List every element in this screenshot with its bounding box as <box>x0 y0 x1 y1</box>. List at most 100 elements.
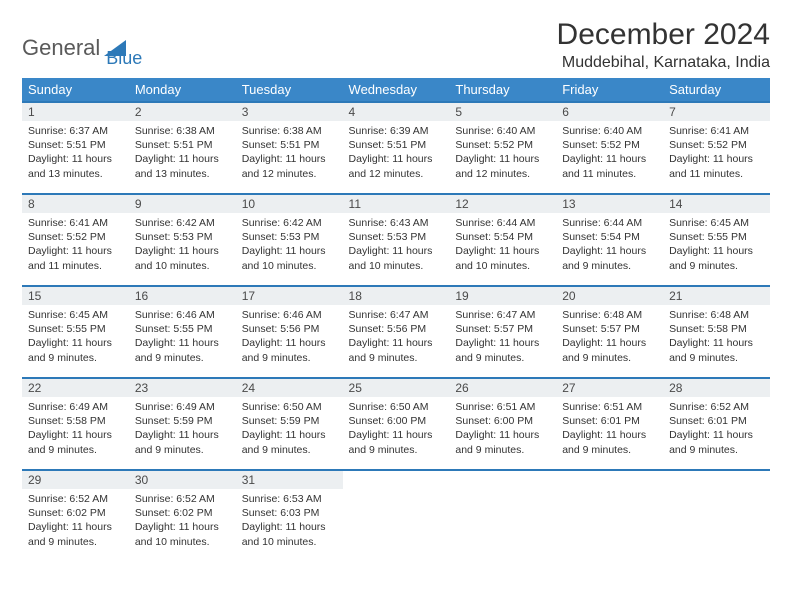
calendar-row: 22Sunrise: 6:49 AMSunset: 5:58 PMDayligh… <box>22 378 770 470</box>
day-number: 1 <box>22 103 129 121</box>
day-body: Sunrise: 6:50 AM Sunset: 5:59 PM Daylight:… <box>236 397 343 463</box>
sunset-line: Sunset: 6:01 PM <box>562 415 640 427</box>
daylight-line: Daylight: 11 hoursand 10 minutes. <box>242 245 326 271</box>
sunrise-line: Sunrise: 6:45 AM <box>28 309 108 321</box>
title-block: December 2024 Muddebihal, Karnataka, Ind… <box>557 18 770 72</box>
day-body: Sunrise: 6:40 AMSunset: 5:52 PMDaylight:… <box>449 121 556 187</box>
sunset-line: Sunset: 5:58 PM <box>669 323 747 335</box>
day-body: Sunrise: 6:41 AMSunset: 5:52 PMDaylight:… <box>22 213 129 279</box>
day-number: 31 <box>236 471 343 489</box>
daylight-line: Daylight: 11 hoursand 9 minutes. <box>455 337 539 363</box>
sunrise-line: Sunrise: 6:43 AM <box>349 217 429 229</box>
calendar-cell: 20 Sunrise: 6:48 AM Sunset: 5:57 PM Dayligh… <box>556 286 663 378</box>
sunset-line: Sunset: 6:03 PM <box>242 507 320 519</box>
day-body: Sunrise: 6:44 AMSunset: 5:54 PMDaylight:… <box>449 213 556 279</box>
day-body: Sunrise: 6:40 AMSunset: 5:52 PMDaylight:… <box>556 121 663 187</box>
calendar-cell <box>449 470 556 562</box>
day-number: 26 <box>449 379 556 397</box>
calendar-cell: 23Sunrise: 6:49 AMSunset: 5:59 PMDayligh… <box>129 378 236 470</box>
day-body: Sunrise: 6:45 AMSunset: 5:55 PMDaylight:… <box>663 213 770 279</box>
sunrise-line: Sunrise: 6:37 AM <box>28 125 108 137</box>
weekday-header: Tuesday <box>236 78 343 102</box>
sunrise-line: Sunrise: 6:44 AM <box>455 217 535 229</box>
calendar-cell: 2Sunrise: 6:38 AMSunset: 5:51 PMDaylight… <box>129 102 236 194</box>
daylight-line: Daylight: 11 hoursand 9 minutes. <box>242 429 326 455</box>
day-number: 24 <box>236 379 343 397</box>
daylight-line: Daylight: 11 hoursand 9 minutes. <box>669 429 753 455</box>
sunrise-line: Sunrise: 6:48 AM <box>562 309 642 321</box>
sunset-line: Sunset: 5:53 PM <box>349 231 427 243</box>
day-number: 12 <box>449 195 556 213</box>
sunset-line: Sunset: 5:55 PM <box>135 323 213 335</box>
daylight-line: Daylight: 11 hoursand 9 minutes. <box>135 337 219 363</box>
calendar-row: 8Sunrise: 6:41 AMSunset: 5:52 PMDaylight… <box>22 194 770 286</box>
sunset-line: Sunset: 5:56 PM <box>349 323 427 335</box>
sunset-line: Sunset: 5:54 PM <box>562 231 640 243</box>
day-number: 7 <box>663 103 770 121</box>
calendar-cell: 26Sunrise: 6:51 AMSunset: 6:00 PMDayligh… <box>449 378 556 470</box>
calendar-cell: 12Sunrise: 6:44 AMSunset: 5:54 PMDayligh… <box>449 194 556 286</box>
sunset-line: Sunset: 5:57 PM <box>562 323 640 335</box>
daylight-line: Daylight: 11 hoursand 11 minutes. <box>669 153 753 179</box>
day-number: 19 <box>449 287 556 305</box>
day-body: Sunrise: 6:50 AMSunset: 6:00 PMDaylight:… <box>343 397 450 463</box>
day-number: 18 <box>343 287 450 305</box>
day-number: 16 <box>129 287 236 305</box>
day-body: Sunrise: 6:46 AMSunset: 5:56 PMDaylight:… <box>236 305 343 371</box>
sunset-line: Sunset: 5:59 PM <box>135 415 213 427</box>
sunrise-line: Sunrise: 6:50 AM <box>242 401 322 413</box>
logo-word1: General <box>22 35 100 61</box>
day-body: Sunrise: 6:49 AMSunset: 5:58 PMDaylight:… <box>22 397 129 463</box>
daylight-line: Daylight: 11 hoursand 9 minutes. <box>28 521 112 547</box>
sunrise-line: Sunrise: 6:38 AM <box>242 125 322 137</box>
calendar-cell: 28Sunrise: 6:52 AMSunset: 6:01 PMDayligh… <box>663 378 770 470</box>
day-number: 13 <box>556 195 663 213</box>
sunrise-line: Sunrise: 6:41 AM <box>669 125 749 137</box>
sunrise-line: Sunrise: 6:47 AM <box>349 309 429 321</box>
day-body: Sunrise: 6:46 AMSunset: 5:55 PMDaylight:… <box>129 305 236 371</box>
day-number: 5 <box>449 103 556 121</box>
sunset-line: Sunset: 5:59 PM <box>242 415 320 427</box>
calendar-cell: 13Sunrise: 6:44 AMSunset: 5:54 PMDayligh… <box>556 194 663 286</box>
daylight-line: Daylight: 11 hoursand 10 minutes. <box>455 245 539 271</box>
day-body: Sunrise: 6:41 AMSunset: 5:52 PMDaylight:… <box>663 121 770 187</box>
day-body: Sunrise: 6:48 AM Sunset: 5:57 PM Daylight:… <box>556 305 663 371</box>
sunrise-line: Sunrise: 6:38 AM <box>135 125 215 137</box>
sunrise-line: Sunrise: 6:40 AM <box>562 125 642 137</box>
day-number: 11 <box>343 195 450 213</box>
weekday-header: Monday <box>129 78 236 102</box>
daylight-line: Daylight: 11 hoursand 10 minutes. <box>135 245 219 271</box>
calendar-cell: 31Sunrise: 6:53 AMSunset: 6:03 PMDayligh… <box>236 470 343 562</box>
weekday-header: Friday <box>556 78 663 102</box>
calendar-cell <box>343 470 450 562</box>
day-body: Sunrise: 6:37 AMSunset: 5:51 PMDaylight:… <box>22 121 129 187</box>
daylight-line: Daylight: 11 hoursand 9 minutes. <box>349 337 433 363</box>
calendar-cell: 21Sunrise: 6:48 AMSunset: 5:58 PMDayligh… <box>663 286 770 378</box>
day-number: 20 <box>556 287 663 305</box>
calendar-cell <box>556 470 663 562</box>
daylight-line: Daylight: 11 hoursand 12 minutes. <box>455 153 539 179</box>
daylight-line: Daylight: 11 hoursand 9 minutes. <box>562 337 646 363</box>
calendar-cell: 15Sunrise: 6:45 AMSunset: 5:55 PMDayligh… <box>22 286 129 378</box>
sunset-line: Sunset: 6:01 PM <box>669 415 747 427</box>
sunset-line: Sunset: 5:52 PM <box>28 231 106 243</box>
day-number: 22 <box>22 379 129 397</box>
sunrise-line: Sunrise: 6:52 AM <box>28 493 108 505</box>
daylight-line: Daylight: 11 hoursand 9 minutes. <box>349 429 433 455</box>
day-body: Sunrise: 6:44 AMSunset: 5:54 PMDaylight:… <box>556 213 663 279</box>
day-number: 15 <box>22 287 129 305</box>
sunrise-line: Sunrise: 6:40 AM <box>455 125 535 137</box>
daylight-line: Daylight: 11 hoursand 9 minutes. <box>28 337 112 363</box>
sunrise-line: Sunrise: 6:42 AM <box>242 217 322 229</box>
sunset-line: Sunset: 5:53 PM <box>242 231 320 243</box>
calendar-cell: 29Sunrise: 6:52 AMSunset: 6:02 PMDayligh… <box>22 470 129 562</box>
sunrise-line: Sunrise: 6:52 AM <box>669 401 749 413</box>
sunrise-line: Sunrise: 6:46 AM <box>242 309 322 321</box>
sunset-line: Sunset: 6:02 PM <box>135 507 213 519</box>
day-number: 4 <box>343 103 450 121</box>
sunset-line: Sunset: 6:00 PM <box>455 415 533 427</box>
sunset-line: Sunset: 5:51 PM <box>28 139 106 151</box>
calendar-cell: 17Sunrise: 6:46 AMSunset: 5:56 PMDayligh… <box>236 286 343 378</box>
calendar-cell: 6Sunrise: 6:40 AMSunset: 5:52 PMDaylight… <box>556 102 663 194</box>
calendar-cell: 24 Sunrise: 6:50 AM Sunset: 5:59 PM Dayligh… <box>236 378 343 470</box>
